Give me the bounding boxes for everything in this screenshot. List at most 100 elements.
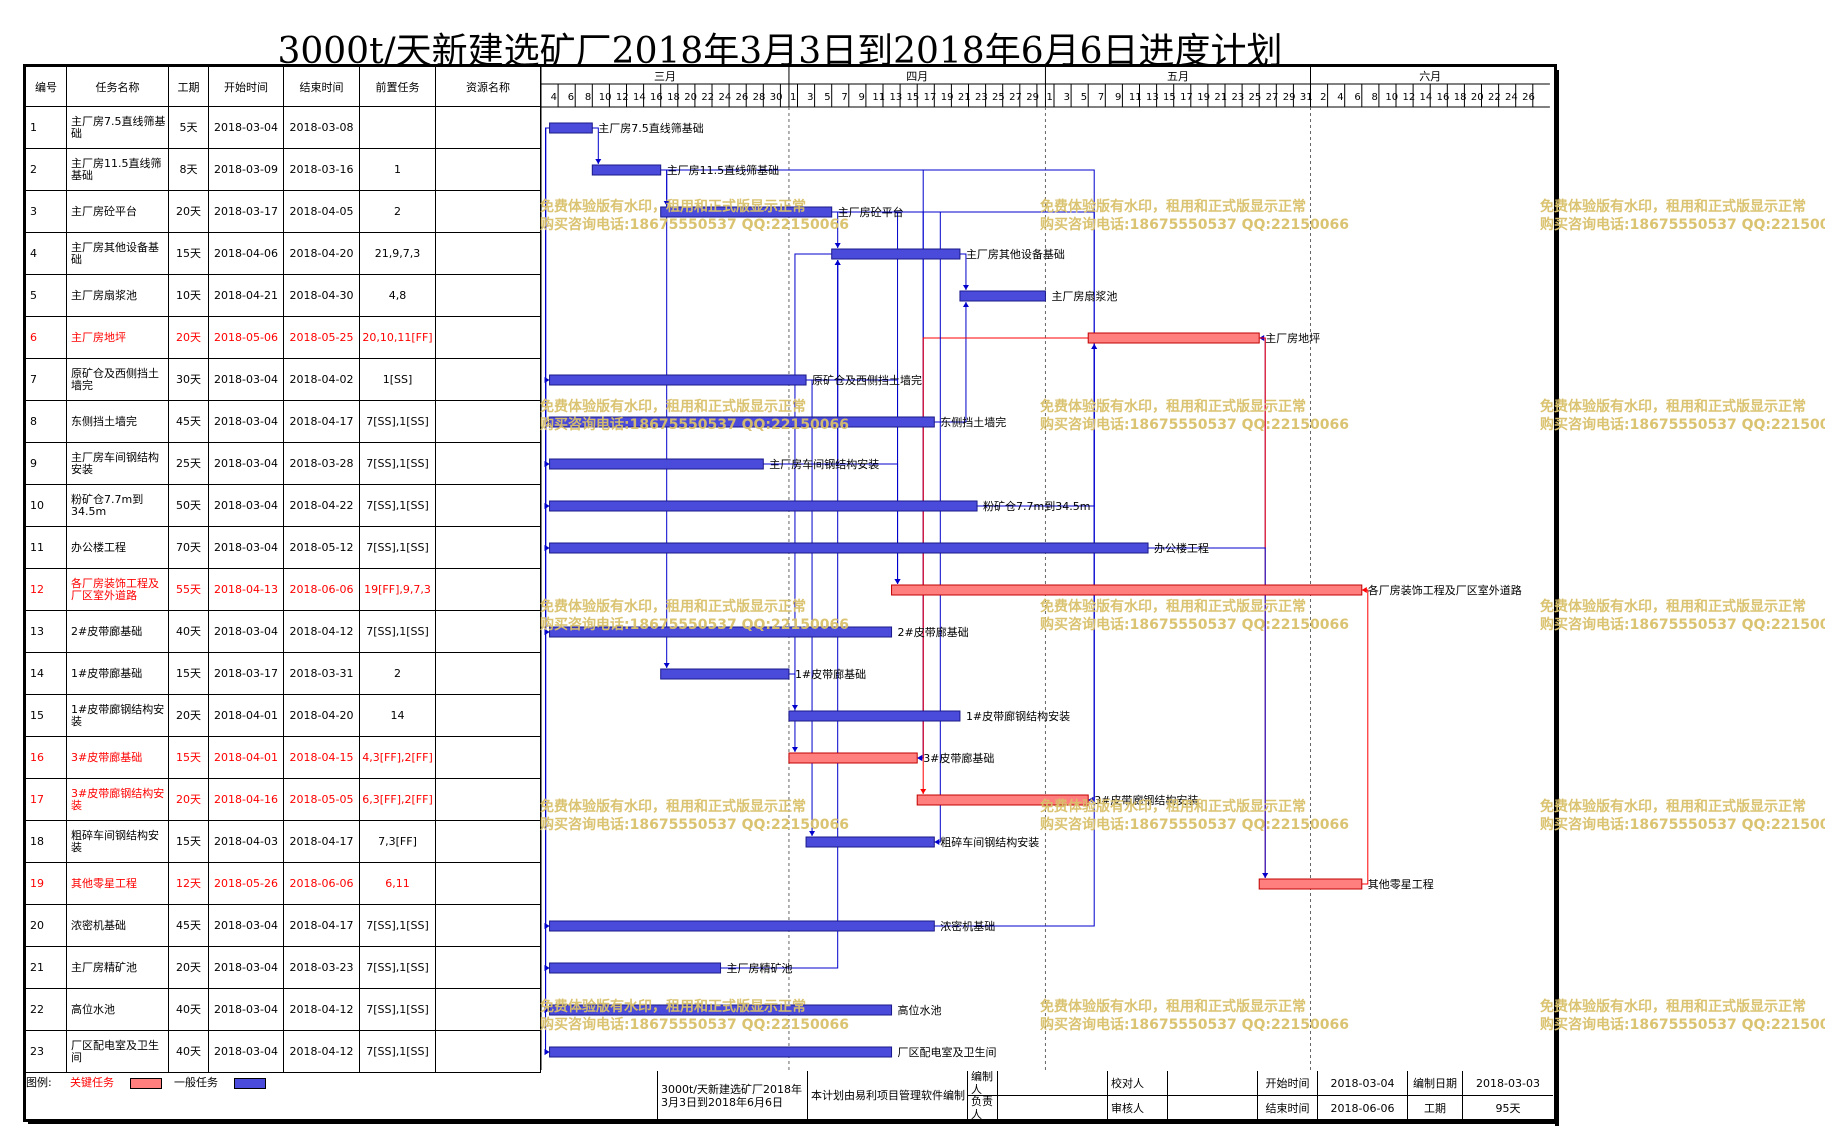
task-start: 2018-03-04 [209, 611, 284, 653]
task-predecessors: 7[SS],1[SS] [360, 485, 436, 527]
task-duration: 45天 [169, 401, 209, 443]
task-duration: 15天 [169, 233, 209, 275]
gantt-bar [891, 584, 1363, 596]
task-end: 2018-04-17 [284, 821, 360, 863]
gantt-bar-label: 东侧挡土墙完 [940, 415, 1006, 429]
task-id: 1 [26, 107, 67, 149]
month-label: 六月 [1419, 70, 1441, 83]
gantt-bar [788, 710, 961, 722]
day-tick-label: 3 [807, 92, 813, 103]
task-name: 1#皮带廊基础 [67, 653, 169, 695]
footer-duration-value: 95天 [1462, 1096, 1553, 1121]
watermark-text: 免费体验版有水印，租用和正式版显示正常 购买咨询电话:18675550537 QQ… [1040, 998, 1349, 1034]
task-end: 2018-06-06 [284, 569, 360, 611]
task-duration: 50天 [169, 485, 209, 527]
watermark-text: 免费体验版有水印，租用和正式版显示正常 购买咨询电话:18675550537 QQ… [1540, 598, 1825, 634]
task-start: 2018-04-13 [209, 569, 284, 611]
task-start: 2018-04-21 [209, 275, 284, 317]
dependency-arrow [934, 839, 940, 845]
day-tick-label: 2 [1320, 92, 1326, 103]
day-tick-label: 30 [770, 92, 783, 103]
task-name: 各厂房装饰工程及厂区室外道路 [67, 569, 169, 611]
task-id: 20 [26, 905, 67, 947]
day-tick-label: 9 [1115, 92, 1121, 103]
gantt-bar [549, 920, 935, 932]
day-tick-label: 9 [858, 92, 864, 103]
dependency-link [545, 127, 550, 549]
task-name: 原矿仓及西侧挡土墙完 [67, 359, 169, 401]
task-id: 3 [26, 191, 67, 233]
footer-checker-label: 校对人 [1107, 1071, 1167, 1096]
task-predecessors: 19[FF],9,7,3 [360, 569, 436, 611]
task-start: 2018-04-01 [209, 695, 284, 737]
day-tick-label: 17 [1180, 92, 1193, 103]
day-tick-label: 27 [1266, 92, 1279, 103]
day-tick-label: 22 [1488, 92, 1501, 103]
task-duration: 5天 [169, 107, 209, 149]
task-predecessors: 7,3[FF] [360, 821, 436, 863]
gantt-bar [549, 122, 593, 134]
gantt-bar [549, 1046, 893, 1058]
watermark-line-2: 购买咨询电话:18675550537 QQ:22150066 [1540, 1017, 1825, 1033]
task-predecessors: 7[SS],1[SS] [360, 401, 436, 443]
task-start: 2018-03-04 [209, 905, 284, 947]
footer-compiler-value [997, 1071, 1107, 1096]
task-name: 主厂房地坪 [67, 317, 169, 359]
gantt-bar-label: 主厂房砼平台 [838, 205, 904, 219]
dependency-link [806, 260, 839, 381]
gantt-bar [959, 290, 1046, 302]
watermark-line-1: 免费体验版有水印，租用和正式版显示正常 [540, 799, 806, 815]
task-id: 15 [26, 695, 67, 737]
task-duration: 20天 [169, 695, 209, 737]
footer-date-value: 2018-03-03 [1462, 1071, 1553, 1096]
dependency-arrow [663, 663, 670, 668]
gantt-bar [916, 794, 1089, 806]
task-predecessors: 21,9,7,3 [360, 233, 436, 275]
frame-shadow-bottom [28, 1120, 1559, 1124]
day-tick-label: 5 [1081, 92, 1087, 103]
task-predecessors: 4,3[FF],2[FF] [360, 737, 436, 779]
day-tick-label: 4 [1337, 92, 1343, 103]
task-predecessors: 6,11 [360, 863, 436, 905]
day-tick-label: 19 [941, 92, 954, 103]
watermark-line-1: 免费体验版有水印，租用和正式版显示正常 [1040, 599, 1306, 615]
dependency-arrow [834, 243, 841, 248]
dependency-link [1148, 337, 1266, 549]
gantt-bar-label: 厂区配电室及卫生间 [898, 1045, 997, 1059]
gantt-bar [805, 836, 935, 848]
watermark-line-2: 购买咨询电话:18675550537 QQ:22150066 [1040, 217, 1349, 233]
task-id: 23 [26, 1031, 67, 1073]
task-predecessors: 14 [360, 695, 436, 737]
dependency-arrow [834, 260, 841, 265]
dependency-link [545, 127, 550, 507]
task-end: 2018-05-05 [284, 779, 360, 821]
dependency-arrow [595, 159, 602, 164]
day-tick-label: 23 [975, 92, 988, 103]
task-id: 21 [26, 947, 67, 989]
watermark-line-2: 购买咨询电话:18675550537 QQ:22150066 [540, 217, 849, 233]
gantt-bar-label: 1#皮带廊钢结构安装 [966, 709, 1070, 723]
day-tick-label: 31 [1300, 92, 1313, 103]
footer-end-label: 结束时间 [1257, 1096, 1317, 1121]
footer-date-label: 编制日期 [1407, 1071, 1462, 1096]
day-tick-label: 7 [841, 92, 847, 103]
watermark-line-2: 购买咨询电话:18675550537 QQ:22150066 [540, 1017, 849, 1033]
day-tick-label: 25 [1249, 92, 1262, 103]
col-header-end: 结束时间 [284, 67, 360, 107]
watermark-text: 免费体验版有水印，租用和正式版显示正常 购买咨询电话:18675550537 QQ… [540, 398, 849, 434]
task-duration: 12天 [169, 863, 209, 905]
legend-critical-swatch [130, 1078, 162, 1089]
watermark-text: 免费体验版有水印，租用和正式版显示正常 购买咨询电话:18675550537 QQ… [1040, 598, 1349, 634]
task-end: 2018-04-17 [284, 401, 360, 443]
dependency-link [959, 253, 967, 290]
task-start: 2018-03-04 [209, 1031, 284, 1073]
task-id: 11 [26, 527, 67, 569]
task-predecessors: 7[SS],1[SS] [360, 443, 436, 485]
gantt-bar [549, 374, 807, 386]
watermark-line-2: 购买咨询电话:18675550537 QQ:22150066 [1040, 417, 1349, 433]
day-tick-label: 6 [568, 92, 574, 103]
watermark-text: 免费体验版有水印，租用和正式版显示正常 购买咨询电话:18675550537 QQ… [1540, 798, 1825, 834]
gantt-bar-label: 主厂房扇浆池 [1051, 289, 1117, 303]
day-tick-label: 29 [1026, 92, 1039, 103]
task-duration: 20天 [169, 317, 209, 359]
